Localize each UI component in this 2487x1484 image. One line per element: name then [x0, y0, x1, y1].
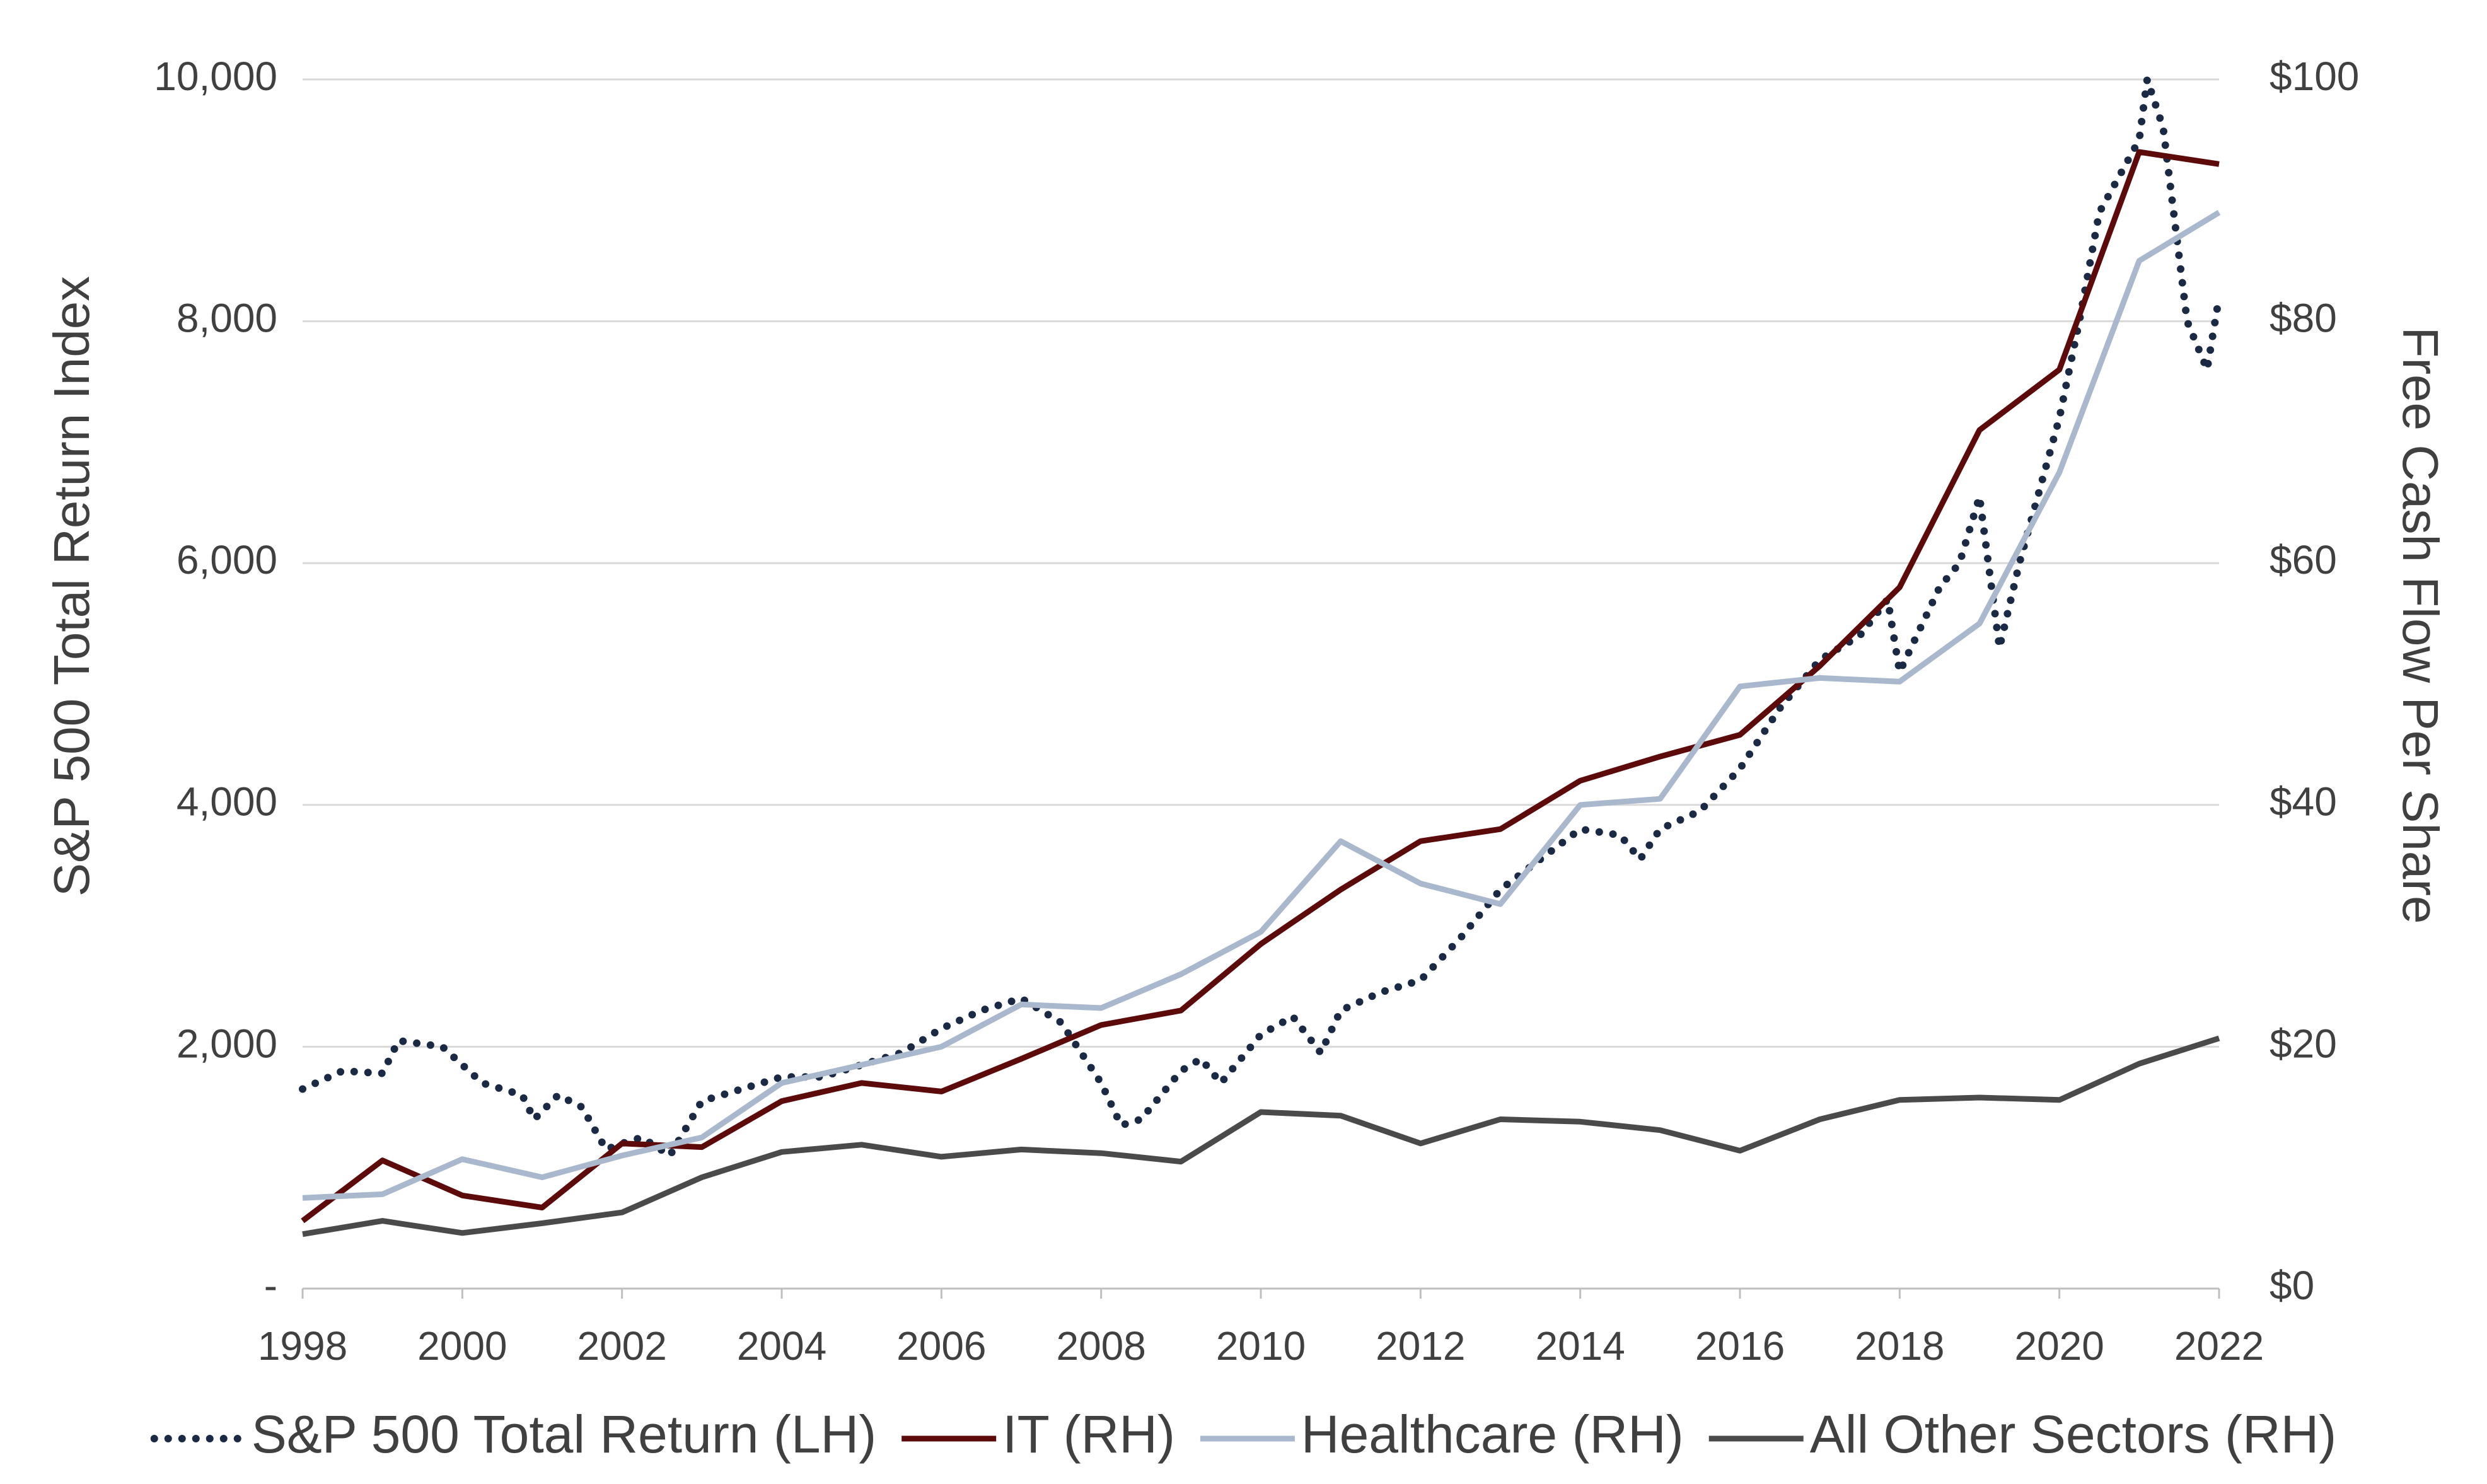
y-tick-label: 10,000	[154, 54, 277, 99]
series-line	[302, 1035, 2220, 1238]
legend-label: S&P 500 Total Return (LH)	[252, 1405, 876, 1464]
x-tick-label: 2008	[1056, 1323, 1145, 1369]
y-tick-label: -	[264, 1263, 277, 1308]
y-axis-title: S&P 500 Total Return Index	[43, 276, 100, 896]
legend-label: All Other Sectors (RH)	[1810, 1405, 2337, 1464]
series-line	[302, 210, 2221, 1201]
legend-label: IT (RH)	[1002, 1405, 1175, 1464]
x-tick-label: 2000	[417, 1323, 507, 1369]
x-tick-label: 2006	[896, 1323, 986, 1369]
series-line	[299, 76, 2223, 1159]
legend-label: Healthcare (RH)	[1301, 1405, 1684, 1464]
x-tick-label: 2016	[1695, 1323, 1785, 1369]
x-tick-label: 2020	[2014, 1323, 2104, 1369]
series-line	[301, 149, 2220, 1224]
x-tick-label: 2012	[1376, 1323, 1465, 1369]
y2-tick-label: $0	[2270, 1263, 2314, 1308]
y-tick-label: 2,000	[177, 1021, 277, 1066]
x-tick-label: 2022	[2174, 1323, 2264, 1369]
y2-tick-label: $20	[2270, 1021, 2337, 1066]
x-tick-label: 2004	[737, 1323, 826, 1369]
y2-tick-label: $60	[2270, 537, 2337, 583]
y2-tick-label: $80	[2270, 296, 2337, 341]
x-tick-label: 2002	[577, 1323, 666, 1369]
y-tick-label: 6,000	[177, 537, 277, 583]
y2-axis-title: Free Cash Flow Per Share	[2392, 327, 2449, 924]
y-tick-label: 8,000	[177, 296, 277, 341]
x-tick-label: 1998	[258, 1323, 347, 1369]
legend: S&P 500 Total Return (LH) IT (RH) Healthca…	[150, 1405, 2337, 1464]
y2-tick-label: $100	[2270, 54, 2359, 99]
y2-tick-label: $40	[2270, 779, 2337, 825]
x-tick-label: 2014	[1535, 1323, 1625, 1369]
x-tick-label: 2018	[1855, 1323, 1944, 1369]
x-tick-label: 2010	[1216, 1323, 1306, 1369]
y-tick-label: 4,000	[177, 779, 277, 825]
